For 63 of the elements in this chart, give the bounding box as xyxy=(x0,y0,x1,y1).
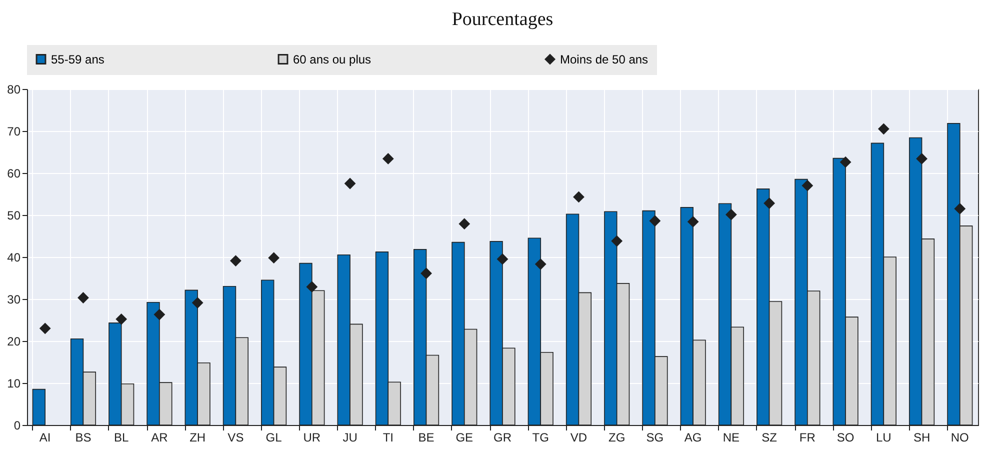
point xyxy=(649,215,661,227)
point xyxy=(154,308,166,320)
y-tick-label: 80 xyxy=(7,82,21,96)
x-tick-label: BE xyxy=(418,430,434,444)
legend-label: 60 ans ou plus xyxy=(293,52,372,66)
x-tick-label: SG xyxy=(646,430,664,444)
y-tick-label: 60 xyxy=(7,166,21,180)
point xyxy=(954,203,966,214)
x-tick-label: VS xyxy=(228,430,244,444)
legend-label: Moins de 50 ans xyxy=(560,52,648,66)
y-tick-label: 10 xyxy=(7,376,21,390)
y-tick-label: 40 xyxy=(7,250,21,264)
x-tick-label: NE xyxy=(722,430,740,444)
x-tick-label: GE xyxy=(456,430,474,444)
x-tick-label: BL xyxy=(114,430,129,444)
y-tick-label: 20 xyxy=(7,334,21,348)
point xyxy=(916,153,928,164)
point xyxy=(344,178,356,190)
point xyxy=(458,218,470,230)
x-tick-label: FR xyxy=(799,430,816,444)
x-tick-label: AI xyxy=(39,430,51,444)
point xyxy=(573,191,584,203)
x-tick-label: VD xyxy=(570,430,588,444)
point xyxy=(687,216,699,228)
x-tick-label: LU xyxy=(876,430,892,444)
point xyxy=(268,252,280,264)
x-tick-label: GL xyxy=(266,430,282,444)
point xyxy=(725,208,737,220)
point xyxy=(230,255,242,266)
y-tick-label: 50 xyxy=(7,208,21,222)
x-tick-label: UR xyxy=(303,430,321,444)
point xyxy=(840,156,852,168)
x-tick-label: BS xyxy=(75,430,92,444)
x-tick-label: TG xyxy=(532,430,549,444)
point xyxy=(764,198,776,209)
point xyxy=(611,235,623,247)
point xyxy=(39,322,51,334)
point xyxy=(382,153,394,164)
point xyxy=(496,253,508,265)
point xyxy=(420,268,432,280)
x-tick-label: JU xyxy=(342,430,358,444)
x-tick-label: NO xyxy=(950,430,969,444)
y-tick-label: 0 xyxy=(14,418,21,432)
point xyxy=(534,258,546,270)
x-tick-label: GR xyxy=(494,430,512,444)
x-tick-label: ZH xyxy=(190,430,206,444)
point xyxy=(116,313,128,325)
x-tick-label: SH xyxy=(913,430,930,444)
chart-title: Pourcentages xyxy=(452,9,554,30)
y-tick-label: 30 xyxy=(7,292,21,306)
x-tick-label: AG xyxy=(684,430,702,444)
x-tick-label: SO xyxy=(836,430,854,444)
legend-label: 55-59 ans xyxy=(51,52,104,66)
x-tick-label: TI xyxy=(382,430,394,444)
point xyxy=(78,292,89,304)
x-tick-label: ZG xyxy=(608,430,626,444)
point xyxy=(802,180,814,192)
point xyxy=(306,281,318,293)
x-tick-label: SZ xyxy=(762,430,777,444)
y-tick-label: 70 xyxy=(7,124,21,138)
x-tick-label: AR xyxy=(151,430,168,444)
point xyxy=(878,123,890,135)
point xyxy=(192,297,204,308)
